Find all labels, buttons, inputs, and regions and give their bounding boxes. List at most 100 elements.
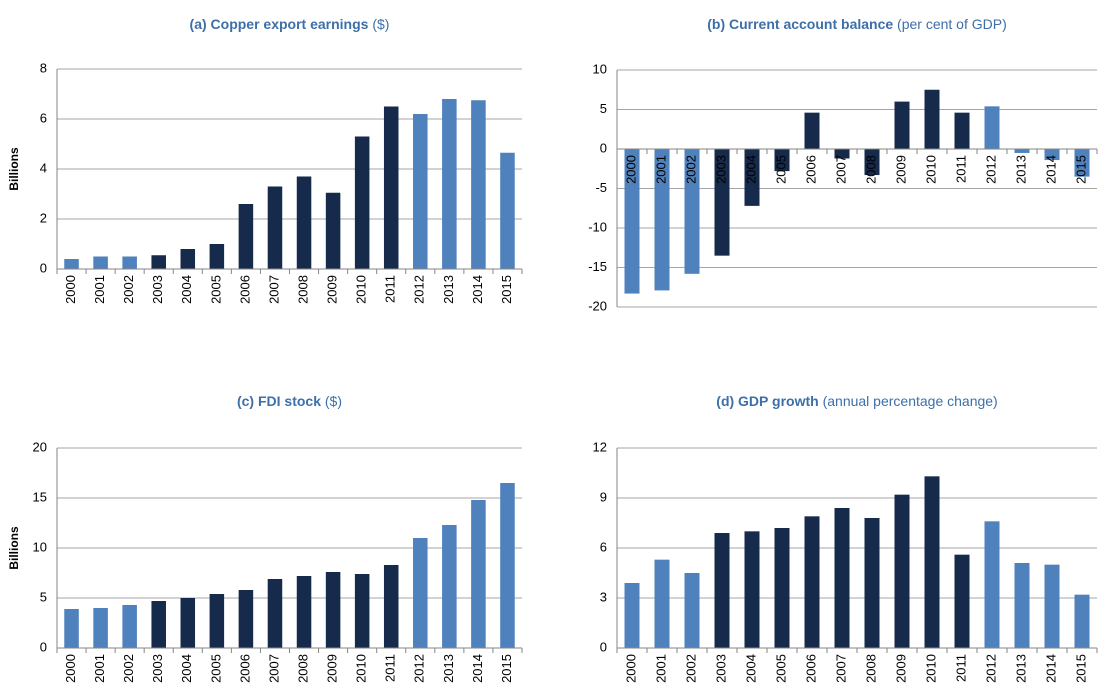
bar bbox=[804, 112, 820, 149]
x-tick-label: 2000 bbox=[63, 654, 78, 683]
x-tick-label: 2014 bbox=[470, 275, 485, 304]
y-tick-label: 5 bbox=[600, 101, 607, 116]
bar bbox=[1044, 149, 1060, 161]
bar bbox=[296, 576, 312, 648]
x-tick-label: 2005 bbox=[208, 275, 223, 304]
panel: (b) Current account balance (per cent of… bbox=[588, 16, 1098, 313]
x-tick-label: 2015 bbox=[499, 275, 514, 304]
x-tick-label: 2013 bbox=[441, 654, 456, 683]
bar bbox=[1014, 149, 1030, 153]
title-main: (c) FDI stock bbox=[237, 393, 321, 409]
panel: (c) FDI stock ($) Billions 0 5 10 15 20 2000 200… bbox=[7, 393, 523, 683]
bar bbox=[209, 244, 225, 269]
x-tick-label: 2014 bbox=[470, 654, 485, 683]
x-tick-label: 2014 bbox=[1043, 155, 1058, 184]
x-tick-label: 2011 bbox=[953, 155, 968, 183]
bar bbox=[500, 152, 515, 269]
bar bbox=[924, 89, 940, 149]
x-tick-label: 2010 bbox=[923, 654, 938, 683]
x-tick-label: 2003 bbox=[150, 275, 165, 304]
y-tick-label: -15 bbox=[588, 259, 607, 274]
x-tick-label: 2003 bbox=[713, 155, 728, 184]
y-tick-label: -20 bbox=[588, 298, 607, 313]
bar bbox=[924, 476, 940, 648]
y-tick-label: 0 bbox=[600, 140, 607, 155]
title-unit: ($) bbox=[372, 16, 389, 32]
bar bbox=[744, 531, 760, 648]
x-tick-label: 2010 bbox=[923, 155, 938, 184]
x-tick-label: 2013 bbox=[1013, 155, 1028, 184]
bar bbox=[413, 538, 428, 648]
bar bbox=[471, 100, 486, 269]
x-tick-label: 2012 bbox=[983, 155, 998, 184]
x-tick-label: 2013 bbox=[1013, 654, 1028, 683]
bar bbox=[684, 573, 700, 648]
bar bbox=[834, 508, 850, 648]
bar bbox=[714, 533, 730, 648]
bar bbox=[624, 149, 640, 294]
bar bbox=[894, 494, 910, 648]
panel: (a) Copper export earnings ($) Billions 0 2… bbox=[7, 16, 523, 304]
x-tick-label: 2000 bbox=[623, 155, 638, 184]
bar bbox=[267, 186, 283, 269]
bar bbox=[500, 483, 515, 648]
x-tick-label: 2001 bbox=[92, 654, 107, 683]
x-tick-label: 2012 bbox=[412, 275, 427, 304]
y-tick-label: 0 bbox=[600, 639, 607, 654]
panel-title: (b) Current account balance (per cent of… bbox=[707, 16, 1007, 32]
x-tick-label: 2006 bbox=[237, 275, 252, 304]
x-tick-label: 2008 bbox=[295, 275, 310, 304]
bar bbox=[894, 101, 910, 149]
x-tick-label: 2012 bbox=[412, 654, 427, 683]
bar bbox=[93, 256, 108, 269]
bar bbox=[383, 106, 399, 269]
bar bbox=[744, 149, 760, 206]
bar bbox=[654, 149, 670, 291]
x-tick-label: 2005 bbox=[208, 654, 223, 683]
bar bbox=[209, 594, 225, 648]
x-tick-label: 2009 bbox=[893, 155, 908, 184]
x-tick-label: 2000 bbox=[623, 654, 638, 683]
x-tick-label: 2004 bbox=[179, 275, 194, 304]
bar bbox=[864, 518, 880, 648]
bar bbox=[954, 554, 970, 648]
y-tick-label: 8 bbox=[40, 60, 47, 75]
x-tick-label: 2010 bbox=[354, 654, 369, 683]
bar bbox=[714, 149, 730, 256]
bar bbox=[442, 99, 457, 269]
bar bbox=[238, 204, 254, 269]
x-tick-label: 2013 bbox=[441, 275, 456, 304]
bar bbox=[267, 579, 283, 648]
bar bbox=[354, 136, 370, 269]
x-tick-label: 2015 bbox=[1073, 654, 1088, 683]
x-tick-label: 2001 bbox=[653, 654, 668, 683]
x-tick-label: 2004 bbox=[179, 654, 194, 683]
panel-title: (d) GDP growth (annual percentage change… bbox=[716, 393, 997, 409]
y-tick-label: -5 bbox=[595, 180, 607, 195]
bar bbox=[1014, 563, 1030, 648]
x-tick-label: 2002 bbox=[683, 654, 698, 683]
x-tick-label: 2005 bbox=[773, 654, 788, 683]
x-tick-label: 2002 bbox=[683, 155, 698, 184]
y-tick-label: 6 bbox=[600, 539, 607, 554]
bar bbox=[834, 149, 850, 159]
bar bbox=[471, 500, 486, 648]
y-tick-label: 10 bbox=[33, 539, 47, 554]
bar bbox=[151, 601, 166, 648]
x-tick-label: 2007 bbox=[266, 654, 281, 683]
x-tick-label: 2004 bbox=[743, 155, 758, 184]
y-tick-label: 0 bbox=[40, 639, 47, 654]
x-tick-label: 2000 bbox=[63, 275, 78, 304]
panel-title: (c) FDI stock ($) bbox=[237, 393, 342, 409]
x-tick-label: 2012 bbox=[983, 654, 998, 683]
x-tick-label: 2011 bbox=[383, 654, 398, 682]
x-tick-label: 2014 bbox=[1043, 654, 1058, 683]
bar bbox=[325, 192, 341, 269]
y-tick-label: 5 bbox=[40, 589, 47, 604]
y-tick-label: 12 bbox=[593, 439, 607, 454]
y-tick-label: 10 bbox=[593, 61, 607, 76]
title-unit: ($) bbox=[325, 393, 342, 409]
bar bbox=[64, 609, 79, 648]
x-tick-label: 2004 bbox=[743, 654, 758, 683]
